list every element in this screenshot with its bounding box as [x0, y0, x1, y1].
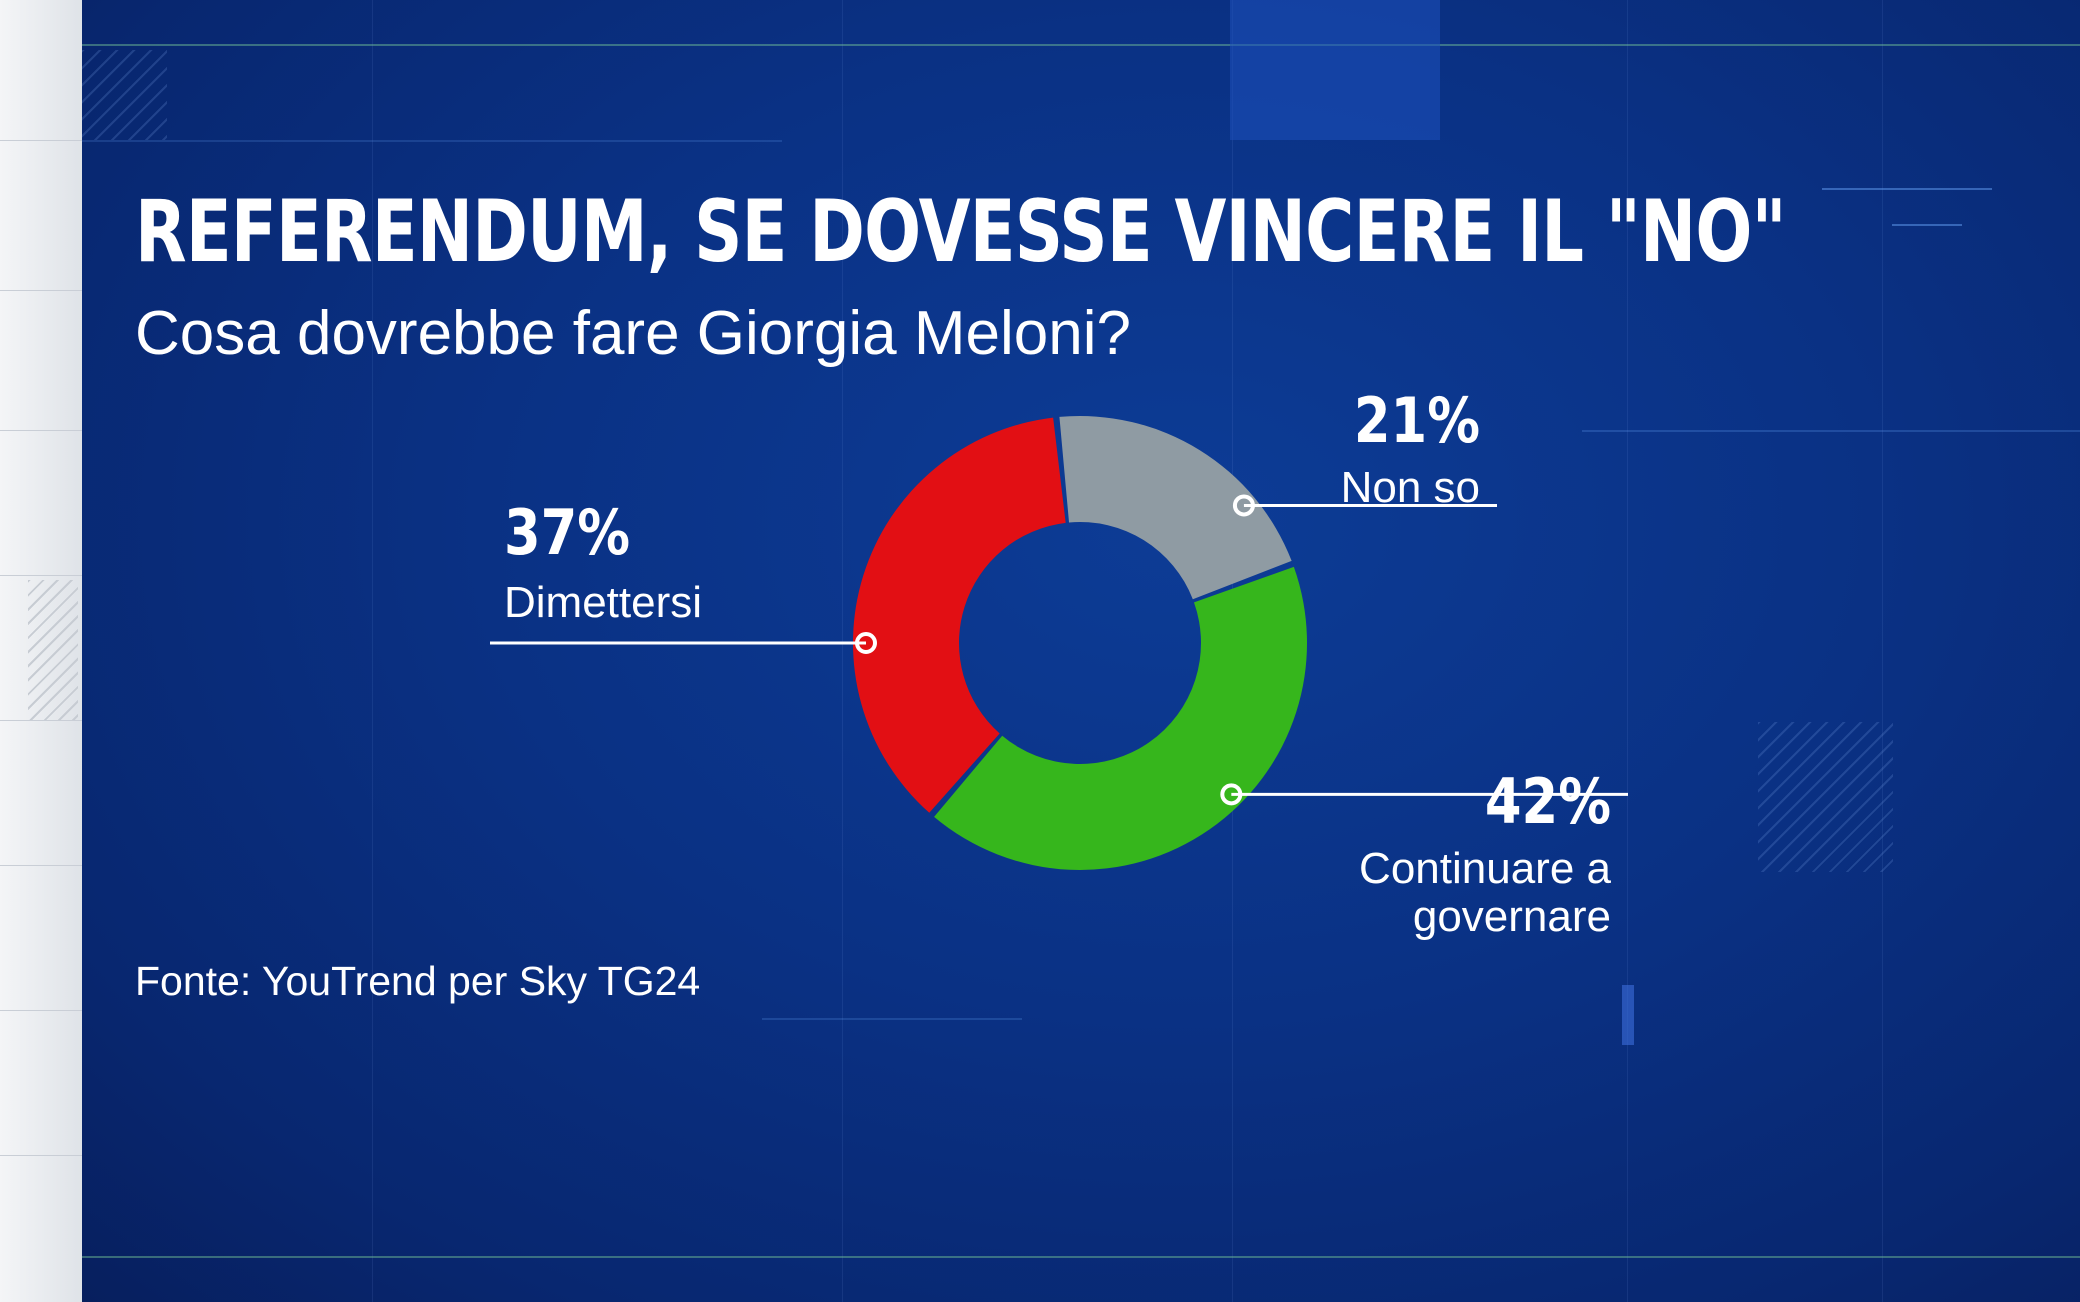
chart-title: REFERENDUM, SE DOVESSE VINCERE IL "NO"	[135, 182, 1787, 282]
callout-marker	[1232, 494, 1255, 517]
decorative-block	[1230, 0, 1440, 140]
strip-divider	[0, 865, 82, 866]
top-accent-line	[82, 44, 2080, 46]
donut-slice-dimettersi	[852, 417, 1066, 813]
callout-marker	[855, 632, 877, 654]
glow-line	[1582, 430, 2080, 432]
decorative-hatch	[1758, 722, 1893, 872]
chart-subtitle: Cosa dovrebbe fare Giorgia Meloni?	[135, 299, 1131, 368]
strip-divider	[0, 430, 82, 431]
category-label: governare	[1413, 892, 1611, 941]
glow-line	[1822, 188, 1992, 190]
strip-divider	[0, 720, 82, 721]
glow-line	[762, 1018, 1022, 1020]
grid-line	[372, 0, 373, 1302]
callout-marker	[1220, 783, 1243, 806]
strip-hatch-pattern	[28, 580, 78, 720]
decorative-dots	[1622, 985, 1634, 1045]
decorative-hatch	[82, 50, 167, 140]
source-note: Fonte: YouTrend per Sky TG24	[135, 958, 701, 1004]
glow-line	[1892, 224, 1962, 226]
graphic-panel	[82, 0, 2080, 1302]
strip-divider	[0, 290, 82, 291]
grid-line	[1627, 0, 1628, 1302]
donut-slices	[852, 416, 1307, 870]
strip-divider	[0, 575, 82, 576]
donut-slice-non-so	[1059, 416, 1292, 600]
value-label: 21%	[1354, 385, 1480, 457]
strip-divider	[0, 1010, 82, 1011]
donut-slice-continuare-a-governare	[934, 566, 1307, 870]
grid-line	[842, 0, 843, 1302]
category-label: Continuare a	[1359, 844, 1611, 893]
grid-line	[1882, 0, 1883, 1302]
strip-divider	[0, 1155, 82, 1156]
bottom-accent-line	[82, 1256, 2080, 1258]
value-label: 37%	[504, 497, 630, 569]
value-label: 42%	[1485, 766, 1611, 838]
category-label: Dimettersi	[504, 578, 702, 627]
category-label: Non so	[1341, 463, 1480, 512]
left-side-strip	[0, 0, 82, 1302]
glow-line	[82, 140, 782, 142]
strip-divider	[0, 140, 82, 141]
